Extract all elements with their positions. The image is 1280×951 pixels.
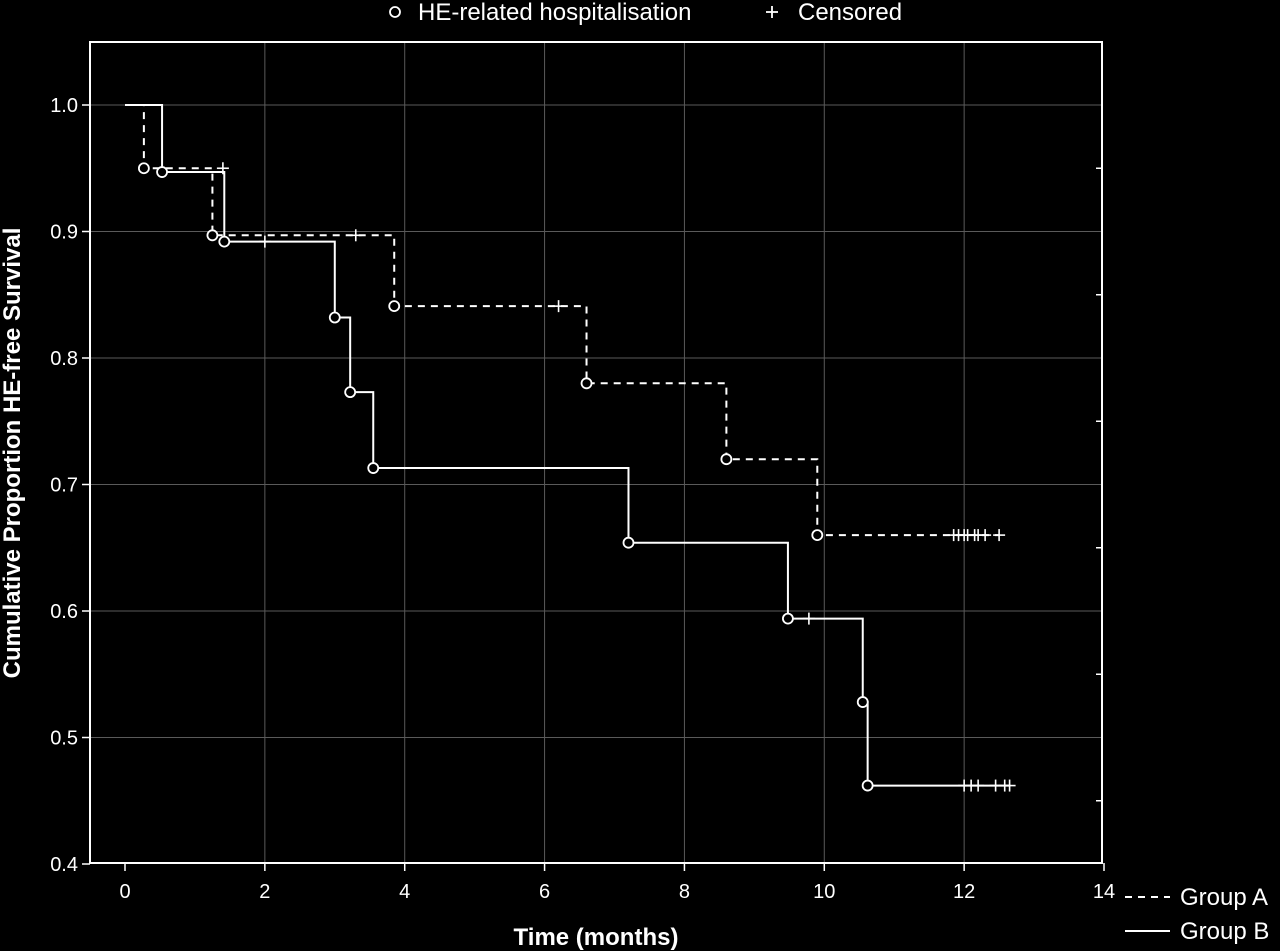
marker-legend: HE-related hospitalisation Censored — [389, 0, 902, 26]
x-tick-label: 10 — [813, 881, 835, 903]
x-tick-label: 6 — [539, 881, 550, 903]
series-group-b — [125, 104, 1016, 792]
grid — [90, 42, 1102, 863]
legend-censored-label: Censored — [798, 0, 902, 26]
event-marker — [344, 386, 357, 399]
survival-line — [125, 104, 1010, 787]
plot-frame — [89, 41, 1103, 864]
y-tick-label: 0.4 — [50, 854, 78, 876]
axis-ticks: 0 2 4 6 8 10 12 14 0.4 0.5 0.6 0.7 0.8 0.9 1.0 — [50, 95, 1115, 903]
x-tick-label: 8 — [679, 881, 690, 903]
event-marker — [328, 311, 341, 324]
x-tick-label: 12 — [953, 881, 975, 903]
event-marker — [206, 229, 219, 242]
event-marker — [856, 696, 869, 708]
y-tick-label: 0.7 — [50, 475, 78, 497]
survival-line — [125, 104, 1000, 537]
event-marker — [622, 536, 635, 549]
legend-plus-marker — [766, 6, 778, 18]
event-marker — [218, 235, 231, 248]
y-tick-label: 0.6 — [50, 601, 78, 623]
legend-group-a-label: Group A — [1180, 884, 1268, 911]
x-tick-label: 14 — [1093, 881, 1115, 903]
series-group-a — [125, 104, 1006, 542]
y-tick-label: 0.5 — [50, 728, 78, 750]
series-layer — [125, 104, 1016, 792]
y-tick-label: 0.9 — [50, 222, 78, 244]
legend-circle-marker — [389, 6, 401, 18]
y-tick-label: 0.8 — [50, 348, 78, 370]
x-axis-title: Time (months) — [514, 924, 679, 951]
y-axis-title: Cumulative Proportion HE-free Survival — [0, 228, 26, 679]
group-legend: Group A Group B — [1125, 884, 1269, 945]
event-marker — [811, 529, 824, 541]
event-marker — [580, 377, 593, 390]
x-tick-label: 0 — [119, 881, 130, 903]
x-tick-label: 2 — [259, 881, 270, 903]
event-marker — [861, 779, 874, 792]
event-marker — [720, 453, 733, 466]
event-marker — [388, 300, 401, 313]
event-marker — [137, 162, 150, 175]
event-marker — [367, 462, 380, 474]
legend-group-b-label: Group B — [1180, 918, 1269, 945]
y-tick-label: 1.0 — [50, 95, 78, 117]
event-marker — [156, 166, 168, 178]
legend-event-label: HE-related hospitalisation — [418, 0, 691, 26]
x-tick-label: 4 — [399, 881, 410, 903]
event-marker — [782, 612, 794, 625]
